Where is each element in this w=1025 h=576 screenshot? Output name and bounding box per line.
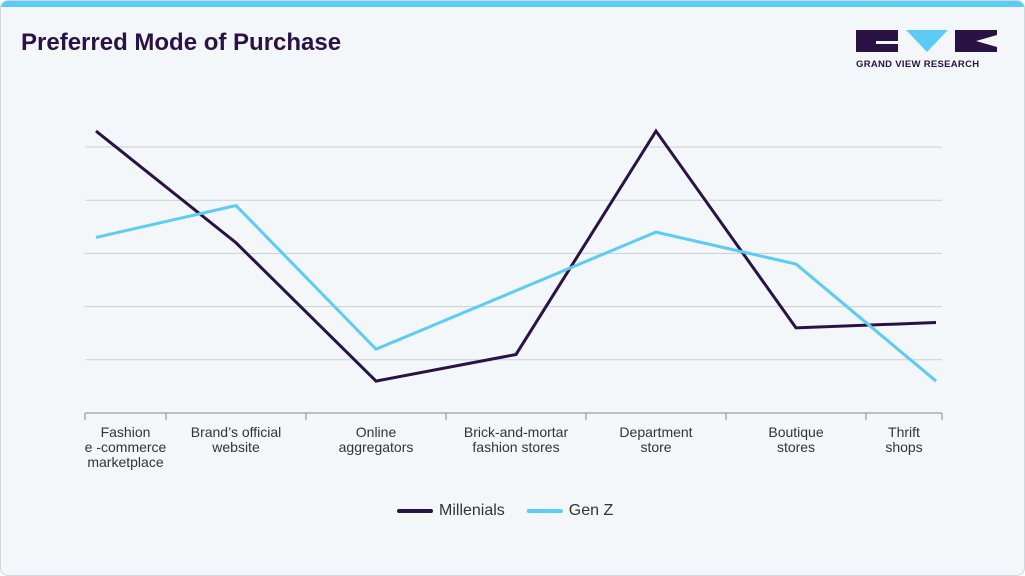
x-tick-label: Boutique stores <box>768 424 824 455</box>
brand: GRAND VIEW RESEARCH <box>856 59 980 70</box>
top-bar <box>1 1 1024 7</box>
x-tick-label: Department store <box>619 424 693 455</box>
x-tick-label: Brand’s official website <box>190 424 282 455</box>
logo <box>856 30 997 52</box>
chart-title: Preferred Mode of Purchase <box>21 29 342 56</box>
x-tick-label: Fashion e -commerce marketplace <box>84 424 167 470</box>
x-tick-label: Online aggregators <box>338 424 414 455</box>
legend-label: Gen Z <box>569 502 614 519</box>
x-tick-label: Thrift shops <box>885 424 923 455</box>
x-tick-label: Brick-and-mortar fashion stores <box>463 424 569 455</box>
series-line <box>95 203 937 383</box>
series-line <box>95 128 937 383</box>
legend-label: Millenials <box>439 502 505 519</box>
